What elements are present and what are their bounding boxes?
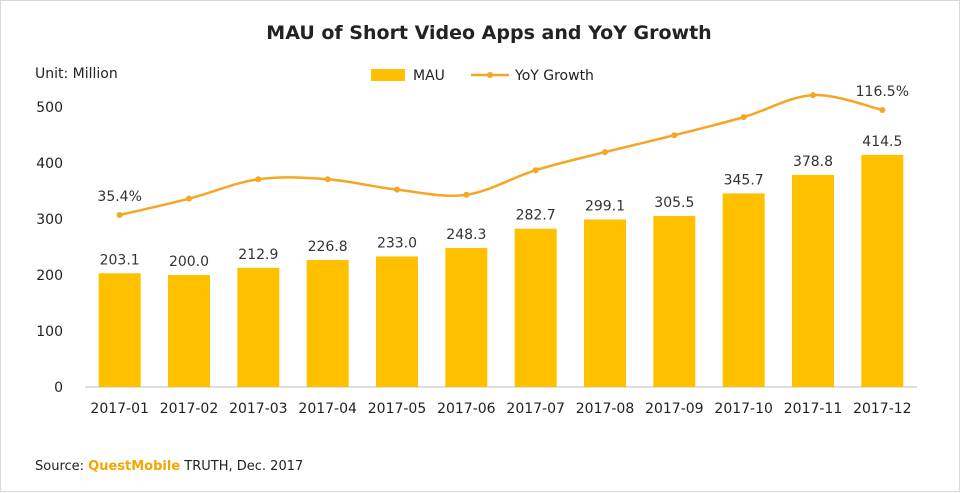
source-note: Source: QuestMobile TRUTH, Dec. 2017 [35,459,303,474]
x-tick-label: 2017-01 [90,401,149,417]
legend-yoy-marker [487,72,493,78]
bar-value-label: 282.7 [516,208,556,224]
x-tick-label: 2017-11 [784,401,843,417]
yoy-growth-line [119,93,883,217]
y-tick-label: 0 [54,380,63,396]
yoy-point [324,176,331,183]
yoy-point [255,176,262,183]
y-tick-label: 400 [36,156,63,172]
legend-mau-label: MAU [413,68,445,84]
bar-value-label: 212.9 [238,247,278,263]
bar-mau [653,215,696,387]
x-tick-label: 2017-08 [576,401,635,417]
bar-value-label: 226.8 [308,239,348,255]
y-axis: 0 100 200 300 400 500 [36,100,63,396]
yoy-value-label: 35.4% [97,189,141,205]
x-axis: 2017-01 2017-02 2017-03 2017-04 2017-05 2017-… [90,401,911,417]
yoy-point [116,212,123,218]
bar-mau [237,267,280,387]
bar-mau [722,193,765,387]
bar-mau [168,275,210,387]
yoy-point [879,107,886,113]
bar-mau [584,219,626,387]
yoy-growth-points [116,92,886,218]
bar-value-label: 203.1 [100,252,140,268]
x-tick-label: 2017-12 [853,401,912,417]
x-tick-label: 2017-09 [645,401,704,417]
bar-mau [792,174,834,387]
y-tick-label: 100 [36,324,63,340]
y-tick-label: 200 [36,268,63,284]
bar-mau [445,247,488,387]
bar-value-label: 378.8 [793,154,833,170]
x-tick-label: 2017-06 [437,401,496,417]
yoy-point [740,114,747,121]
source-brand: QuestMobile [88,459,181,474]
yoy-growth-labels: 35.4% 116.5% [97,84,909,205]
yoy-value-label: 116.5% [856,84,909,100]
x-tick-label: 2017-04 [298,401,357,417]
yoy-point [532,167,539,174]
bar-mau [306,259,349,387]
legend-yoy-label: YoY Growth [514,68,594,84]
bar-value-label: 305.5 [654,195,694,211]
bar-value-label: 299.1 [585,199,625,215]
yoy-point [186,195,192,202]
bar-value-label: 248.3 [446,227,486,243]
y-tick-label: 500 [36,100,63,116]
yoy-point [671,132,678,139]
bar-value-label: 414.5 [862,134,902,150]
legend: MAU YoY Growth [371,68,594,84]
legend-mau-swatch [371,69,405,81]
x-tick-label: 2017-05 [368,401,427,417]
source-prefix: Source: [35,459,89,474]
bar-value-label: 200.0 [169,254,209,270]
bar-value-label: 233.0 [377,236,417,252]
chart-title: MAU of Short Video Apps and YoY Growth [266,22,711,44]
yoy-point [810,92,816,99]
y-tick-label: 300 [36,212,63,228]
bar-mau [98,273,141,387]
source-suffix: TRUTH, Dec. 2017 [180,459,304,474]
x-tick-label: 2017-02 [160,401,219,417]
bar-mau [861,154,904,387]
bar-mau [376,256,418,387]
bar-value-label: 345.7 [724,172,764,188]
unit-label: Unit: Million [35,66,118,82]
bar-labels: 203.1 200.0 212.9 226.8 233.0 248.3 282.7 299.1… [100,134,903,270]
yoy-point [602,149,608,156]
bar-mau [514,228,557,387]
x-tick-label: 2017-03 [229,401,288,417]
x-tick-label: 2017-10 [714,401,773,417]
x-tick-label: 2017-07 [506,401,565,417]
yoy-point [463,191,470,198]
bar-series-mau [98,154,904,387]
yoy-point [394,186,400,193]
